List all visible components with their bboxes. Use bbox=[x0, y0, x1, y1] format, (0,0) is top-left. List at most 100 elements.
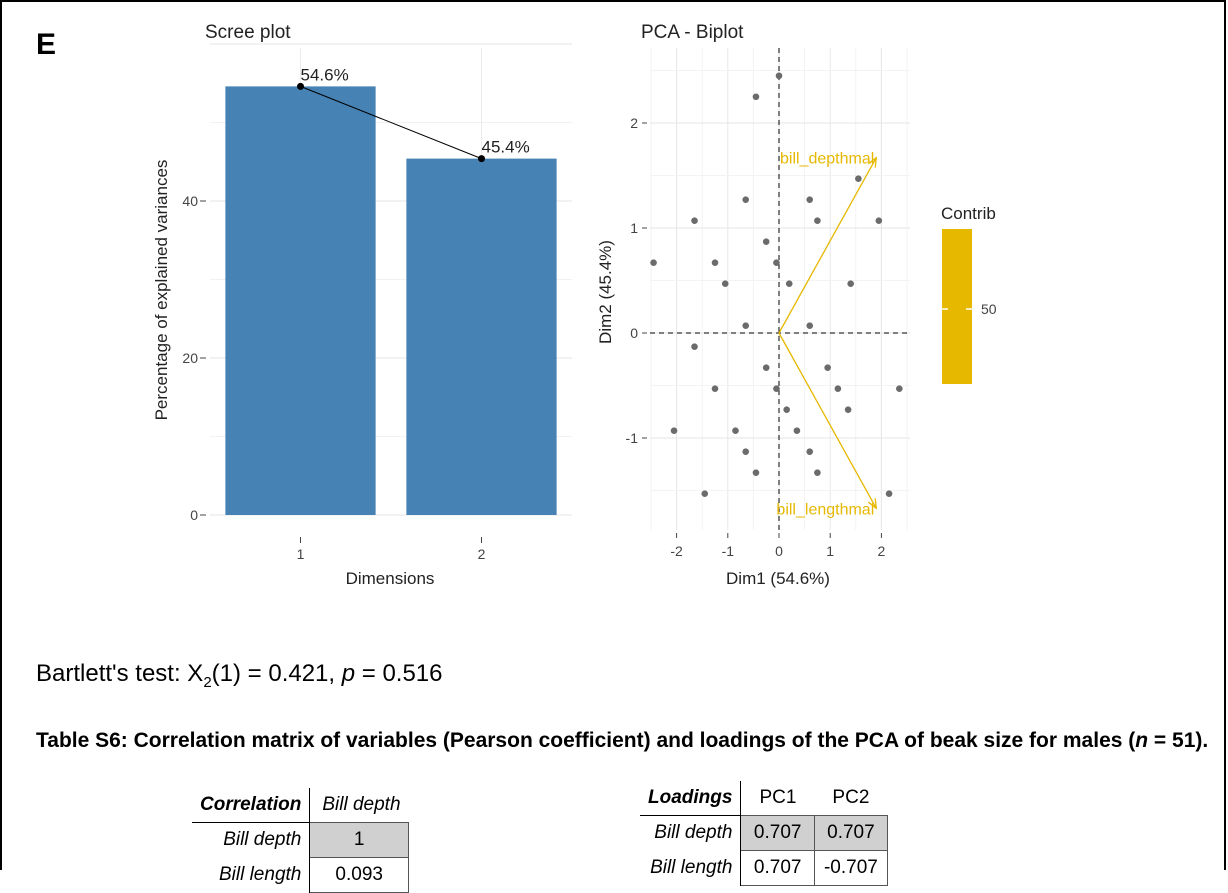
load-header-label: Loadings bbox=[640, 781, 742, 816]
bar bbox=[406, 158, 557, 516]
data-point bbox=[762, 238, 770, 245]
legend-colorbar bbox=[942, 229, 972, 384]
y-tick-label: 2 bbox=[630, 115, 638, 131]
scree-xlabel: Dimensions bbox=[346, 569, 435, 588]
scree-line bbox=[300, 85, 482, 160]
data-point bbox=[785, 280, 793, 287]
data-point bbox=[844, 406, 852, 413]
corr-header-label: Correlation bbox=[192, 788, 311, 823]
data-point bbox=[732, 427, 739, 434]
data-point bbox=[762, 364, 770, 371]
data-point bbox=[806, 448, 814, 455]
data-point bbox=[711, 385, 719, 392]
load-cell: -0.707 bbox=[813, 850, 888, 886]
load-row-label: Bill length bbox=[640, 850, 742, 886]
data-point bbox=[691, 343, 698, 350]
x-tick-label: 2 bbox=[478, 546, 486, 562]
y-tick-label: -1 bbox=[626, 430, 639, 446]
y-tick-label: 1 bbox=[630, 220, 638, 236]
data-point bbox=[806, 322, 814, 329]
x-tick-label: 1 bbox=[826, 543, 834, 559]
data-point bbox=[834, 385, 842, 392]
caption-text-a: Table S6: Correlation matrix of variable… bbox=[36, 729, 1136, 752]
data-point bbox=[847, 280, 854, 287]
scree-point bbox=[478, 155, 485, 163]
scree-point bbox=[297, 82, 304, 90]
legend-title: Contrib bbox=[941, 204, 996, 223]
load-row-label: Bill depth bbox=[640, 815, 742, 851]
loadings-table: Loadings PC1 PC2 Bill depth 0.707 0.707 … bbox=[640, 781, 888, 886]
data-point bbox=[711, 259, 719, 266]
data-point bbox=[650, 259, 657, 266]
arrow-label: bill_depthmal bbox=[780, 151, 874, 168]
bartlett-test: Bartlett's test: X2(1) = 0.421, p = 0.51… bbox=[36, 660, 443, 691]
scree-title: Scree plot bbox=[205, 22, 291, 43]
bartlett-subscript: 2 bbox=[203, 673, 212, 691]
arrow-head bbox=[868, 156, 878, 168]
arrow-head bbox=[868, 498, 878, 510]
load-cell: 0.707 bbox=[740, 850, 815, 886]
pca-biplot: PCA - Biplot bill_depthmal bill_lengthmal… bbox=[596, 22, 997, 588]
x-tick-label: -2 bbox=[670, 543, 683, 559]
arrow-label: bill_lengthmal bbox=[776, 501, 874, 518]
data-point bbox=[742, 448, 750, 455]
corr-cell: 1 bbox=[309, 822, 410, 858]
data-point bbox=[752, 93, 760, 101]
legend-tick-label: 50 bbox=[981, 301, 997, 317]
biplot-axis: -2 -1 0 1 2 -1 0 1 2 bbox=[626, 115, 886, 559]
corr-cell: 0.093 bbox=[309, 857, 410, 893]
biplot-title: PCA - Biplot bbox=[641, 22, 744, 43]
data-point bbox=[793, 427, 801, 434]
table-caption: Table S6: Correlation matrix of variable… bbox=[36, 727, 1216, 754]
loading-arrow bbox=[778, 332, 877, 509]
x-tick-label: 2 bbox=[878, 543, 886, 559]
data-point bbox=[824, 364, 831, 371]
bartlett-prefix: Bartlett's test: X bbox=[36, 660, 204, 687]
load-header-pc2: PC2 bbox=[832, 787, 870, 808]
figure-frame bbox=[0, 0, 1226, 870]
x-tick-label: -1 bbox=[722, 543, 735, 559]
x-tick-label: 1 bbox=[297, 546, 305, 562]
data-point bbox=[814, 469, 821, 476]
data-point bbox=[896, 385, 903, 392]
data-point bbox=[885, 490, 893, 497]
biplot-ylabel: Dim2 (45.4%) bbox=[596, 240, 615, 344]
data-point bbox=[855, 175, 862, 182]
data-point bbox=[773, 259, 780, 266]
corr-header-col: Bill depth bbox=[322, 794, 401, 815]
load-header-pc1: PC1 bbox=[759, 787, 797, 808]
y-tick-label: 0 bbox=[630, 325, 638, 341]
x-tick-label: 0 bbox=[775, 543, 783, 559]
scree-ylabel: Percentage of explained variances bbox=[152, 160, 171, 421]
load-cell: 0.707 bbox=[813, 815, 888, 851]
data-point bbox=[814, 217, 821, 224]
biplot-arrows: bill_depthmal bill_lengthmal bbox=[776, 151, 878, 518]
panel-label: E bbox=[36, 28, 57, 61]
y-tick-label: 20 bbox=[182, 350, 198, 366]
bartlett-p: p bbox=[341, 660, 356, 687]
data-point bbox=[806, 196, 814, 203]
data-point bbox=[875, 217, 883, 224]
data-point bbox=[721, 280, 729, 287]
y-tick-label: 40 bbox=[182, 193, 198, 209]
data-point bbox=[742, 196, 750, 203]
data-label: 45.4% bbox=[482, 138, 530, 157]
scree-bars: 54.6% 45.4% bbox=[225, 65, 557, 516]
bartlett-middle: (1) = 0.421, bbox=[211, 660, 342, 687]
biplot-grid bbox=[650, 48, 910, 530]
biplot-xlabel: Dim1 (54.6%) bbox=[726, 569, 830, 588]
data-point bbox=[742, 322, 750, 329]
data-point bbox=[701, 490, 709, 497]
load-cell: 0.707 bbox=[740, 815, 815, 851]
y-tick-label: 0 bbox=[190, 507, 198, 523]
caption-text-b: = 51). bbox=[1148, 729, 1209, 752]
data-point bbox=[775, 72, 783, 80]
data-point bbox=[691, 217, 698, 224]
biplot-points bbox=[650, 72, 903, 497]
data-point bbox=[773, 385, 780, 392]
corr-row-label: Bill length bbox=[192, 857, 311, 893]
data-point bbox=[783, 406, 790, 413]
data-point bbox=[670, 427, 678, 434]
